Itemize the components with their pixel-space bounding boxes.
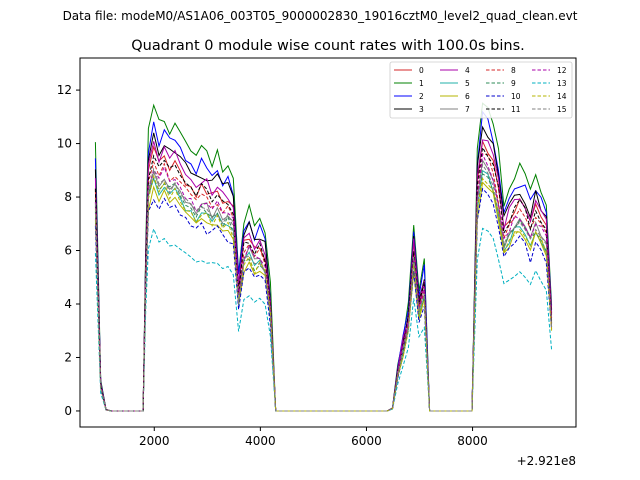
legend-label-4: 4 [465,66,470,75]
series-line-13 [94,227,553,412]
series-line-6 [94,181,553,412]
series-line-15 [94,163,553,412]
legend-label-6: 6 [465,92,470,101]
chart-title: Quadrant 0 module wise count rates with … [131,38,525,54]
y-tick-label: 4 [64,297,72,311]
y-tick-label: 0 [64,404,72,418]
y-axis: 0 2 4 6 8 10 12 [57,83,80,418]
y-tick-label: 2 [64,350,72,364]
series-line-12 [94,152,553,412]
x-tick-label: 6000 [351,434,382,448]
legend-box [389,61,573,119]
suptitle: Data file: modeM0/AS1A06_003T05_90000028… [63,9,578,23]
x-offset-label: +2.921e8 [517,454,576,468]
legend-label-9: 9 [511,79,516,88]
legend-label-2: 2 [419,92,424,101]
series-line-3 [94,125,553,412]
legend-label-5: 5 [465,79,470,88]
series-line-8 [94,153,553,412]
y-tick-label: 6 [64,244,72,258]
series-line-7 [94,159,553,412]
legend-label-0: 0 [419,66,424,75]
y-tick-label: 8 [64,190,72,204]
x-tick-label: 4000 [245,434,276,448]
axes-frame [79,57,577,428]
series-line-0 [94,139,553,412]
legend-label-8: 8 [511,66,516,75]
series-layer [94,102,553,412]
legend-label-13: 13 [557,79,567,88]
series-line-9 [94,173,553,412]
legend-label-3: 3 [419,105,424,114]
series-line-5 [94,169,553,412]
legend-label-11: 11 [511,105,521,114]
legend-label-15: 15 [557,105,567,114]
series-line-10 [94,187,553,412]
legend-label-12: 12 [557,66,567,75]
legend-label-7: 7 [465,105,470,114]
legend-label-14: 14 [557,92,567,101]
x-tick-label: 8000 [457,434,488,448]
x-tick-label: 2000 [139,434,170,448]
y-tick-label: 12 [57,83,72,97]
y-tick-label: 10 [57,137,72,151]
series-line-11 [94,146,553,412]
series-line-14 [94,174,553,412]
legend-label-1: 1 [419,79,424,88]
legend-label-10: 10 [511,92,521,101]
x-axis: 2000 4000 6000 8000 [139,427,488,448]
